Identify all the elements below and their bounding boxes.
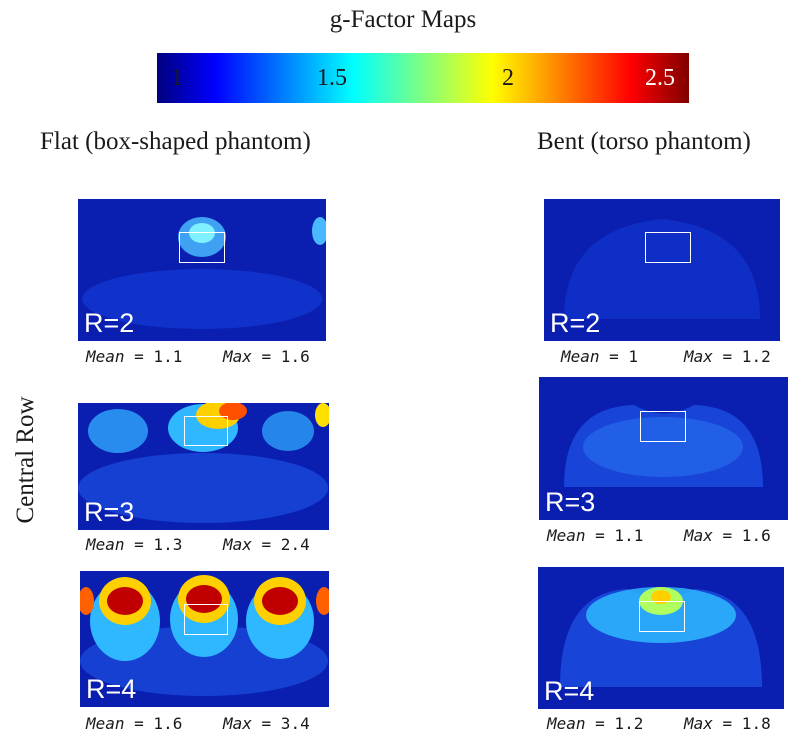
gmap-flat-r3-image <box>78 403 329 523</box>
column-header-flat: Flat (box-shaped phantom) <box>40 128 311 155</box>
gmap-flat-r3: R=3 <box>78 403 329 530</box>
gmap-flat-r4-image <box>80 575 329 696</box>
gmap-bent-r3: R=3 <box>539 377 788 520</box>
max-value: Max = 1.2 <box>684 347 771 366</box>
roi-box <box>639 601 685 632</box>
max-value: Max = 3.4 <box>223 714 310 733</box>
acceleration-label: R=4 <box>544 676 595 706</box>
roi-box <box>184 416 228 446</box>
colorbar-tick-2-5: 2.5 <box>645 65 675 91</box>
gmap-bent-r2: R=2 <box>544 199 780 341</box>
max-value: Max = 1.6 <box>684 526 771 545</box>
mean-value: Mean = 1.1 <box>547 526 644 545</box>
stats-bent-r4: Mean = 1.2 Max = 1.8 <box>547 714 771 733</box>
acceleration-label: R=4 <box>86 674 137 704</box>
acceleration-label: R=3 <box>84 497 135 527</box>
acceleration-label: R=3 <box>545 487 596 517</box>
roi-box <box>184 604 228 635</box>
mean-value: Mean = 1.1 <box>86 347 183 366</box>
roi-box <box>645 232 691 263</box>
stats-flat-r3: Mean = 1.3 Max = 2.4 <box>86 535 310 554</box>
gmap-flat-r2: R=2 <box>78 199 326 341</box>
gmap-flat-r4: R=4 <box>80 571 329 707</box>
stats-bent-r2: Mean = 1 Max = 1.2 <box>561 347 771 366</box>
acceleration-label: R=2 <box>84 308 135 338</box>
roi-box <box>640 411 686 442</box>
column-header-bent: Bent (torso phantom) <box>537 128 751 155</box>
gmap-bent-r4: R=4 <box>538 567 784 709</box>
mean-value: Mean = 1.3 <box>86 535 183 554</box>
figure-title: g-Factor Maps <box>329 6 477 33</box>
colorbar-tick-2: 2 <box>502 65 514 91</box>
max-value: Max = 1.8 <box>684 714 771 733</box>
max-value: Max = 1.6 <box>223 347 310 366</box>
colorbar: 1 1.5 2 2.5 <box>157 53 689 103</box>
row-label: Central Row <box>6 380 46 540</box>
mean-value: Mean = 1.6 <box>86 714 183 733</box>
stats-bent-r3: Mean = 1.1 Max = 1.6 <box>547 526 771 545</box>
gmap-bent-r2-image <box>564 219 760 319</box>
row-label-text: Central Row <box>12 396 39 524</box>
mean-value: Mean = 1 <box>561 347 639 366</box>
gmap-bent-r3-image <box>564 405 763 487</box>
colorbar-tick-1: 1 <box>171 65 183 91</box>
max-value: Max = 2.4 <box>223 535 310 554</box>
stats-flat-r2: Mean = 1.1 Max = 1.6 <box>86 347 310 366</box>
gmap-flat-r2-image <box>82 217 326 329</box>
colorbar-tick-1-5: 1.5 <box>317 65 347 91</box>
mean-value: Mean = 1.2 <box>547 714 644 733</box>
stats-flat-r4: Mean = 1.6 Max = 3.4 <box>86 714 310 733</box>
acceleration-label: R=2 <box>550 308 601 338</box>
roi-box <box>179 232 225 263</box>
